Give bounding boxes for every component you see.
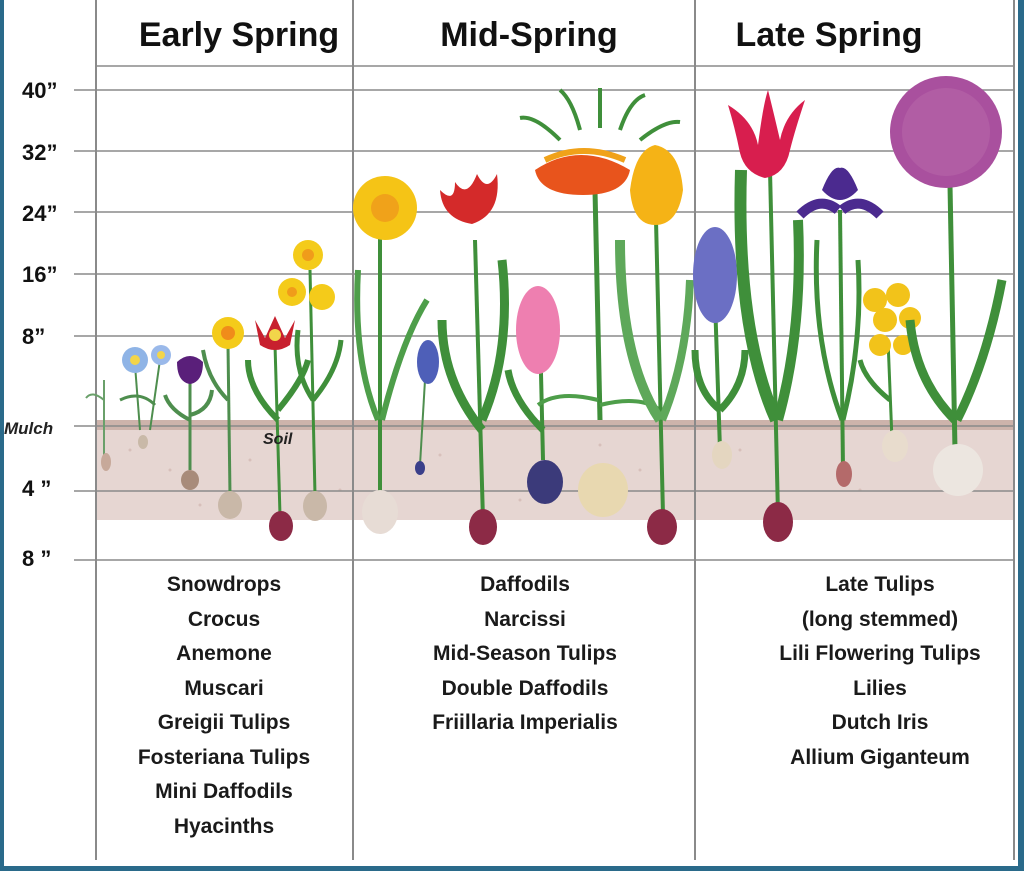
mid-season-tulip-plant bbox=[437, 174, 509, 545]
fritillaria-imperialis-plant bbox=[519, 88, 681, 517]
lily-plant bbox=[857, 283, 921, 462]
list-item: Double Daffodils bbox=[441, 676, 609, 700]
height-label-16: 16” bbox=[22, 262, 58, 287]
height-label-24: 24” bbox=[22, 201, 58, 226]
double-daffodil-plant bbox=[504, 286, 563, 504]
list-item: Hyacinths bbox=[173, 814, 275, 838]
greigii-tulip-plant bbox=[163, 356, 214, 490]
list-item: Greigii Tulips bbox=[157, 711, 291, 734]
list-item: Mini Daffodils bbox=[155, 780, 293, 803]
height-label-32: 32” bbox=[22, 140, 58, 165]
early-spring-bulb-list: Snowdrops Crocus Anemone Muscari Greigii… bbox=[98, 568, 350, 844]
list-item: (long stemmed) bbox=[801, 607, 959, 631]
mulch-layer bbox=[96, 420, 1014, 430]
hyacinth-blue-plant bbox=[691, 227, 749, 469]
dutch-iris-plant bbox=[796, 167, 884, 487]
soil-label: Soil bbox=[263, 431, 293, 448]
list-item: Snowdrops bbox=[166, 573, 282, 596]
depth-label-4: 4 ” bbox=[22, 476, 52, 501]
list-item: Daffodils bbox=[480, 573, 570, 596]
list-item: Muscari bbox=[184, 676, 264, 700]
mulch-label: Mulch bbox=[4, 419, 54, 438]
anemone-plant bbox=[119, 345, 171, 449]
hyacinth-early-plant bbox=[278, 240, 344, 521]
header-early-spring: Early Spring bbox=[138, 16, 340, 54]
narcissi-plant bbox=[415, 340, 439, 475]
late-tulip-plant bbox=[728, 90, 805, 542]
header-late-spring: Late Spring bbox=[735, 16, 923, 54]
height-label-40: 40” bbox=[22, 78, 58, 103]
list-item: Dutch Iris bbox=[831, 711, 929, 734]
header-mid-spring: Mid-Spring bbox=[440, 16, 618, 54]
list-item: Anemone bbox=[176, 642, 272, 665]
list-item: Lili Flowering Tulips bbox=[779, 642, 981, 665]
depth-label-8: 8 ” bbox=[22, 546, 52, 571]
mini-daffodil-plant bbox=[201, 317, 244, 519]
list-item: Friillaria Imperialis bbox=[432, 711, 618, 734]
height-label-8: 8” bbox=[22, 324, 46, 349]
list-item: Late Tulips bbox=[825, 573, 935, 596]
daffodil-plant bbox=[353, 176, 430, 534]
list-item: Lilies bbox=[853, 676, 907, 700]
list-item: Narcissi bbox=[484, 607, 566, 631]
list-item: Crocus bbox=[187, 607, 261, 631]
mid-spring-bulb-list: Daffodils Narcissi Mid-Season Tulips Dou… bbox=[375, 568, 675, 741]
yellow-tulip-plant bbox=[615, 145, 694, 545]
list-item: Allium Giganteum bbox=[790, 745, 970, 769]
list-item: Mid-Season Tulips bbox=[433, 642, 617, 665]
fosteriana-tulip-plant bbox=[245, 316, 311, 541]
list-item: Fosteriana Tulips bbox=[137, 745, 311, 769]
late-spring-bulb-list: Late Tulips (long stemmed) Lili Flowerin… bbox=[730, 568, 1024, 775]
snowdrop-plant bbox=[85, 380, 111, 471]
allium-giganteum-plant bbox=[890, 76, 1007, 496]
